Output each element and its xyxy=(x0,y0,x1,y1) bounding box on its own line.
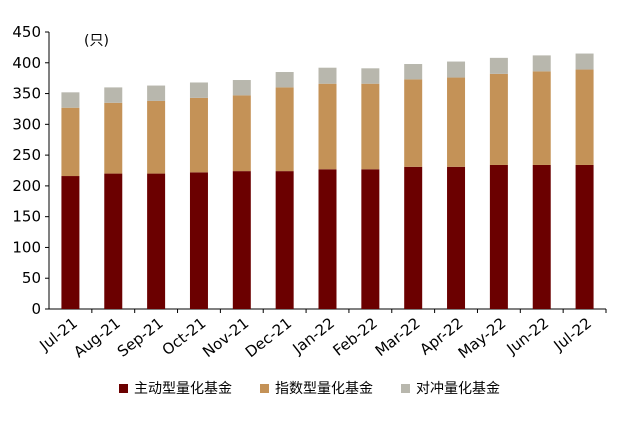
bar-segment-3 xyxy=(404,64,423,80)
bar-segment-2 xyxy=(232,95,251,172)
bar-segment-2 xyxy=(147,100,166,174)
bar-segment-1 xyxy=(61,176,80,309)
bar-segment-3 xyxy=(275,72,294,88)
stacked-bar-chart: (只) 050100150200250300350400450Jul-21Aug… xyxy=(12,23,607,362)
bar-segment-2 xyxy=(447,77,466,167)
bar-segment-1 xyxy=(104,173,123,309)
x-tick-label: Sep-21 xyxy=(114,314,167,361)
bar-segment-3 xyxy=(104,87,123,103)
x-tick-label: Nov-21 xyxy=(199,314,252,361)
bar-segment-3 xyxy=(361,68,380,84)
legend-swatch xyxy=(260,383,269,393)
bar-segment-3 xyxy=(189,82,208,98)
bar-segment-2 xyxy=(575,69,594,165)
y-tick-label: 100 xyxy=(12,238,41,256)
bar-segment-1 xyxy=(489,164,508,309)
y-tick-label: 150 xyxy=(12,208,41,226)
bar-segment-3 xyxy=(447,61,466,78)
bar-segment-3 xyxy=(232,80,251,96)
legend-label: 主动型量化基金 xyxy=(134,381,232,397)
bar-segment-3 xyxy=(489,57,508,74)
bar-segment-1 xyxy=(318,169,337,309)
legend-label: 对冲量化基金 xyxy=(416,381,500,397)
bar-segment-1 xyxy=(147,173,166,309)
x-tick-label: Oct-21 xyxy=(159,314,210,359)
x-tick-label: Jun-22 xyxy=(503,314,553,358)
bar-segment-2 xyxy=(318,83,337,170)
bar-segment-3 xyxy=(575,53,594,70)
x-tick-label: Jul-22 xyxy=(550,314,595,355)
y-unit-label: (只) xyxy=(84,33,109,49)
bar-segment-1 xyxy=(404,166,423,309)
y-tick-label: 300 xyxy=(12,115,41,133)
legend: 主动型量化基金 指数型量化基金 对冲量化基金 xyxy=(0,376,619,400)
bar-segment-3 xyxy=(147,85,166,101)
bar-segment-1 xyxy=(532,164,551,309)
legend-item: 指数型量化基金 xyxy=(260,378,373,398)
bar-segment-3 xyxy=(318,67,337,84)
legend-swatch xyxy=(119,383,128,393)
y-tick-label: 450 xyxy=(12,23,41,41)
bar-segment-1 xyxy=(447,166,466,309)
y-tick-label: 400 xyxy=(12,54,41,72)
y-tick-label: 350 xyxy=(12,85,41,103)
bar-segment-1 xyxy=(361,169,380,309)
bar-segment-1 xyxy=(232,171,251,309)
bar-segment-2 xyxy=(489,73,508,165)
legend-item: 对冲量化基金 xyxy=(401,378,500,398)
x-tick-label: Jan-22 xyxy=(289,314,338,358)
bar-segment-3 xyxy=(532,55,551,72)
y-tick-label: 250 xyxy=(12,146,41,164)
y-tick-label: 0 xyxy=(31,300,41,318)
legend-swatch xyxy=(401,383,410,393)
bar-segment-1 xyxy=(275,171,294,309)
x-tick-label: Dec-21 xyxy=(242,314,295,361)
bar-segment-1 xyxy=(189,172,208,309)
bar-segment-2 xyxy=(532,71,551,165)
bar-segment-2 xyxy=(189,97,208,173)
y-tick-label: 200 xyxy=(12,177,41,195)
x-tick-label: Mar-22 xyxy=(372,314,424,360)
bar-segment-2 xyxy=(404,79,423,167)
legend-label: 指数型量化基金 xyxy=(275,381,373,397)
bar-segment-2 xyxy=(61,107,80,177)
bar-segment-2 xyxy=(104,102,123,174)
x-tick-label: May-22 xyxy=(455,314,510,362)
bar-segment-2 xyxy=(275,87,294,172)
bar-segment-2 xyxy=(361,83,380,170)
x-tick-label: Aug-21 xyxy=(70,314,123,361)
legend-item: 主动型量化基金 xyxy=(119,378,232,398)
bar-segment-1 xyxy=(575,164,594,309)
bar-segment-3 xyxy=(61,92,80,108)
x-tick-label: Feb-22 xyxy=(329,314,380,360)
y-tick-label: 50 xyxy=(22,269,41,287)
